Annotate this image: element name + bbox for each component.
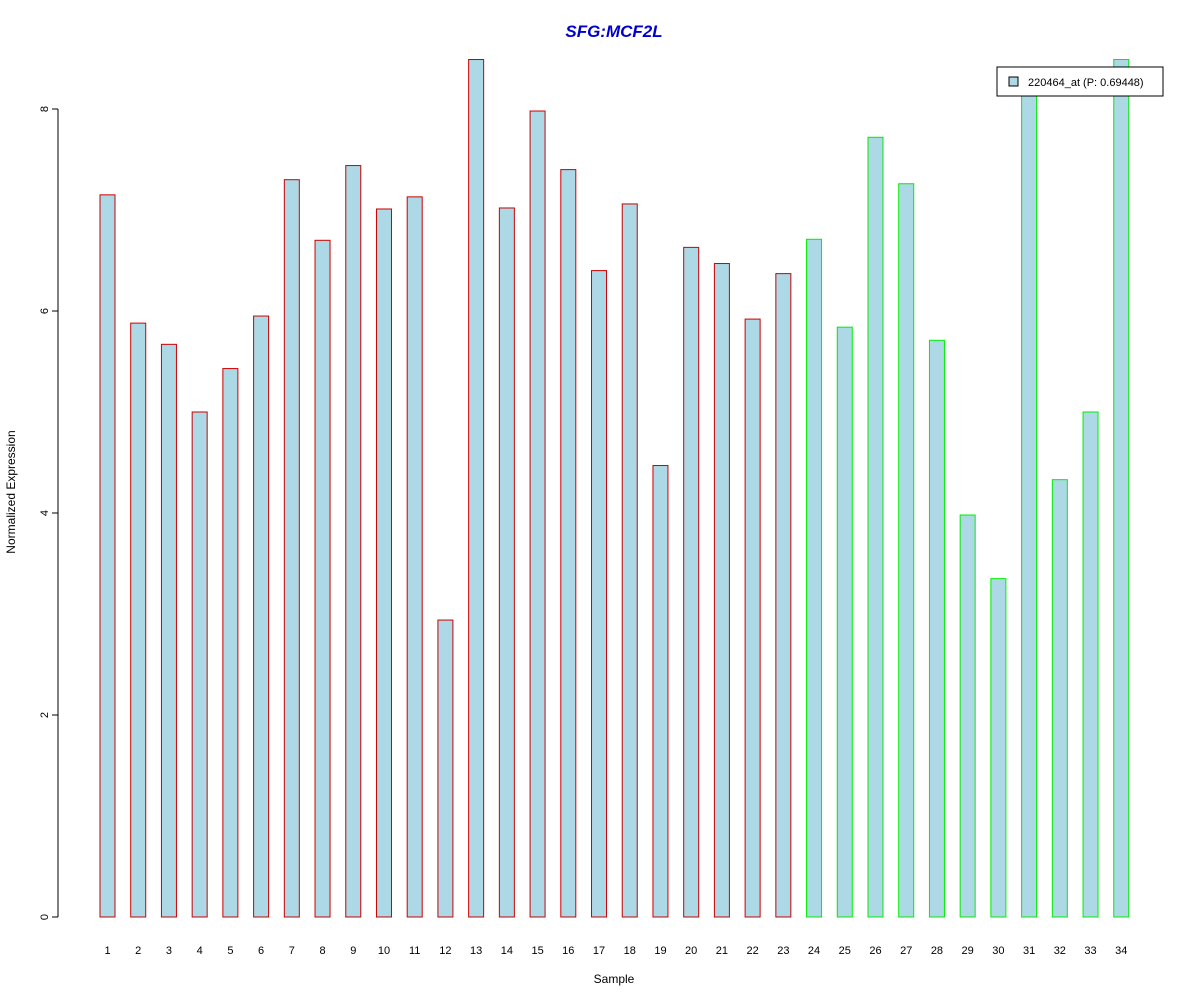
x-tick-label: 28 [931,945,943,957]
bar-sample-21 [713,263,730,918]
legend: 220464_at (P: 0.69448) [996,66,1164,97]
x-tick-label: 27 [900,945,912,957]
bar-sample-26 [867,136,884,918]
legend-box [996,66,1164,97]
x-tick-label: 23 [777,945,789,957]
bar-sample-6 [253,315,270,918]
bar-sample-18 [621,203,638,918]
bar-sample-20 [683,246,700,918]
bar-sample-4 [191,411,208,918]
x-tick-label: 14 [501,945,513,957]
bar-sample-24 [806,238,823,918]
bar-sample-8 [314,239,331,918]
bar-sample-14 [498,207,515,918]
bar-sample-13 [468,59,485,918]
x-tick-label: 19 [654,945,666,957]
x-tick-label: 26 [869,945,881,957]
legend-entry: 220464_at (P: 0.69448) [1028,77,1144,89]
bar-sample-31 [1021,83,1038,918]
x-tick-label: 18 [624,945,636,957]
x-tick-label: 5 [227,945,233,957]
x-tick-label: 4 [197,945,203,957]
y-axis-label: Normalized Expression [4,430,18,553]
x-tick-label: 11 [409,945,420,957]
bar-sample-9 [345,165,362,918]
y-tick-label: 4 [39,510,51,516]
y-tick-label: 0 [39,914,51,920]
bar-sample-34 [1113,59,1130,918]
bar-sample-23 [775,273,792,918]
x-tick-label: 25 [839,945,851,957]
x-tick-label: 13 [470,945,482,957]
x-tick-label: 20 [685,945,697,957]
bar-sample-29 [959,514,976,918]
x-tick-label: 17 [593,945,605,957]
x-tick-label: 16 [562,945,574,957]
x-tick-label: 30 [992,945,1004,957]
x-tick-label: 15 [531,945,543,957]
bar-sample-33 [1082,411,1099,918]
legend-swatch [1008,76,1019,87]
x-axis-label: Sample [594,972,635,986]
x-tick-label: 29 [962,945,974,957]
x-tick-label: 2 [135,945,141,957]
bar-sample-32 [1051,479,1068,918]
x-tick-label: 33 [1084,945,1096,957]
bar-sample-10 [375,208,392,918]
bar-sample-7 [283,179,300,918]
x-tick-label: 12 [439,945,451,957]
x-tick-labels: 1 2 3 4 5 6 7 8 9 10 11 12 13 14 15 16 17 18 19 20 21 22 23 24 2… [104,945,1127,957]
x-tick-label: 32 [1054,945,1066,957]
bar-sample-5 [222,368,239,918]
x-tick-label: 10 [378,945,390,957]
chart-title: SFG:MCF2L [565,22,662,41]
bar-sample-27 [898,183,915,918]
bar-sample-1 [99,194,116,918]
x-tick-label: 31 [1023,945,1035,957]
bar-sample-30 [990,578,1007,918]
x-tick-label: 9 [350,945,356,957]
bar-sample-3 [160,343,177,918]
x-tick-label: 6 [258,945,264,957]
x-tick-label: 22 [746,945,758,957]
bar-sample-28 [928,339,945,918]
y-tick-label: 8 [39,106,51,112]
bar-sample-17 [591,270,608,918]
bar-sample-11 [406,196,423,918]
bar-sample-2 [130,322,147,918]
bar-sample-15 [529,110,546,918]
x-tick-label: 21 [716,945,728,957]
x-tick-label: 3 [166,945,172,957]
y-tick-label: 2 [39,712,51,718]
y-axis: 0 2 4 6 8 [39,106,59,920]
x-tick-label: 7 [289,945,295,957]
y-tick-label: 6 [39,308,51,314]
x-tick-label: 34 [1115,945,1127,957]
x-tick-label: 8 [319,945,325,957]
bar-sample-22 [744,318,761,918]
x-tick-label: 1 [104,945,110,957]
bar-sample-19 [652,465,669,918]
bars [99,59,1130,918]
bar-sample-12 [437,619,454,918]
bar-sample-25 [836,326,853,918]
bar-sample-16 [560,169,577,918]
x-tick-label: 24 [808,945,820,957]
